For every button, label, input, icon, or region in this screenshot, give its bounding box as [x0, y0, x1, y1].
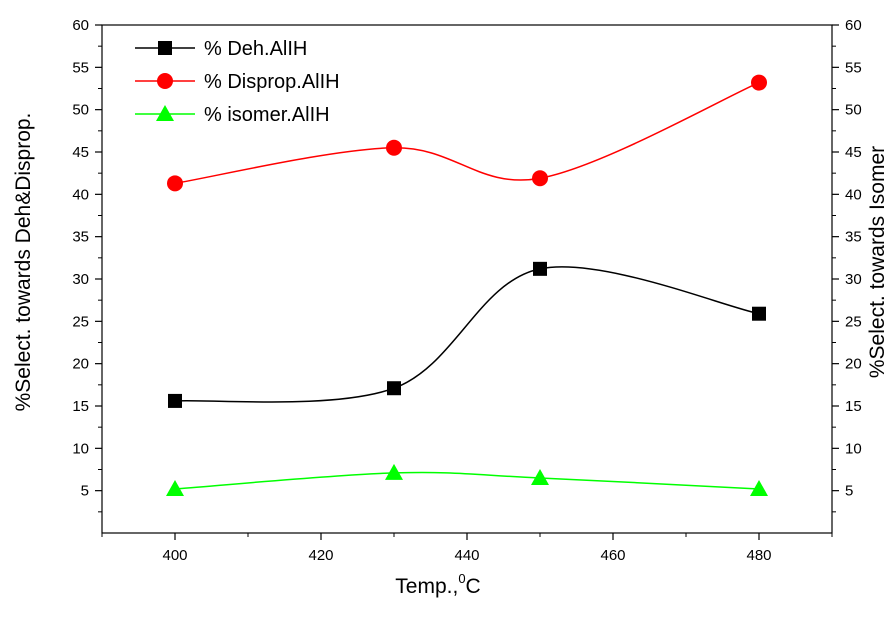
y-right-tick-label: 45	[845, 144, 862, 161]
data-point-isomer	[531, 468, 549, 485]
data-point-isomer	[385, 463, 403, 480]
data-point-disprop	[532, 170, 548, 187]
legend-label-disprop: % Disprop.AlIH	[204, 71, 340, 93]
y-right-tick-label: 15	[845, 398, 862, 415]
x-tick-label: 460	[600, 547, 625, 564]
y-left-tick-label: 50	[72, 102, 89, 119]
axes-layer: 400 420 440 460 480 5 10 15 20 25 30 35 40 45 50 55 60 5 1…	[72, 17, 861, 564]
series-layer	[166, 74, 768, 496]
y-right-tick-label: 10	[845, 440, 862, 457]
x-tick-label: 480	[746, 547, 771, 564]
y-left-tick-label: 55	[72, 59, 89, 76]
data-point-deh	[752, 306, 766, 321]
legend-label-deh: % Deh.AlIH	[204, 38, 307, 60]
y-right-tick-label: 55	[845, 59, 862, 76]
legend-label-isomer: % isomer.AlIH	[204, 104, 330, 126]
x-tick-label: 420	[308, 547, 333, 564]
y-right-tick-label: 35	[845, 229, 862, 246]
data-point-disprop	[751, 74, 767, 91]
y-left-tick-label: 10	[72, 440, 89, 457]
series-line-isomer	[174, 471, 760, 490]
y-right-tick-label: 30	[845, 271, 862, 288]
series-line-disprop	[174, 81, 760, 185]
x-tick-label: 440	[454, 547, 479, 564]
y-right-tick-label: 60	[845, 17, 862, 34]
legend-marker-isomer	[156, 105, 174, 121]
y-right-tick-label: 40	[845, 186, 862, 203]
y-axis-title-left: %Select. towards Deh&Disprop.	[12, 113, 35, 412]
data-point-deh	[533, 261, 547, 276]
data-point-isomer	[166, 479, 184, 496]
legend-marker-deh	[158, 41, 172, 55]
y-left-tick-label: 5	[81, 483, 89, 500]
y-left-tick-label: 35	[72, 229, 89, 246]
data-point-disprop	[167, 175, 183, 192]
data-point-deh	[168, 393, 182, 408]
x-tick-label: 400	[162, 547, 187, 564]
y-right-tick-label: 20	[845, 356, 862, 373]
data-point-deh	[387, 381, 401, 396]
legend-marker-disprop	[157, 73, 173, 89]
y-left-tick-label: 15	[72, 398, 89, 415]
y-left-tick-label: 45	[72, 144, 89, 161]
y-left-tick-label: 40	[72, 186, 89, 203]
y-left-tick-label: 20	[72, 356, 89, 373]
y-right-tick-label: 50	[845, 102, 862, 119]
y-left-tick-label: 25	[72, 313, 89, 330]
legend: % Deh.AlIH % Disprop.AlIH % isomer.AlIH	[135, 38, 340, 126]
y-left-tick-label: 30	[72, 271, 89, 288]
y-right-tick-label: 5	[845, 483, 853, 500]
y-left-tick-label: 60	[72, 17, 89, 34]
data-point-isomer	[750, 479, 768, 496]
x-axis-title: Temp.,0C	[395, 571, 480, 598]
data-point-disprop	[386, 139, 402, 156]
series-line-deh	[174, 266, 760, 403]
y-right-tick-label: 25	[845, 313, 862, 330]
y-axis-title-right: %Select. towards Isomer	[866, 146, 889, 378]
